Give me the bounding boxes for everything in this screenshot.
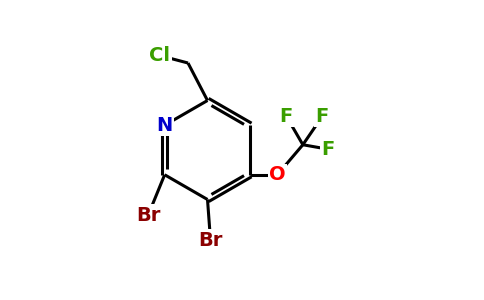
Text: F: F — [280, 107, 293, 126]
Text: O: O — [269, 165, 286, 184]
Text: F: F — [316, 107, 329, 126]
Text: Cl: Cl — [149, 46, 170, 65]
Text: N: N — [156, 116, 173, 135]
Text: Br: Br — [136, 206, 160, 225]
Text: F: F — [322, 140, 335, 159]
Text: Br: Br — [198, 230, 223, 250]
